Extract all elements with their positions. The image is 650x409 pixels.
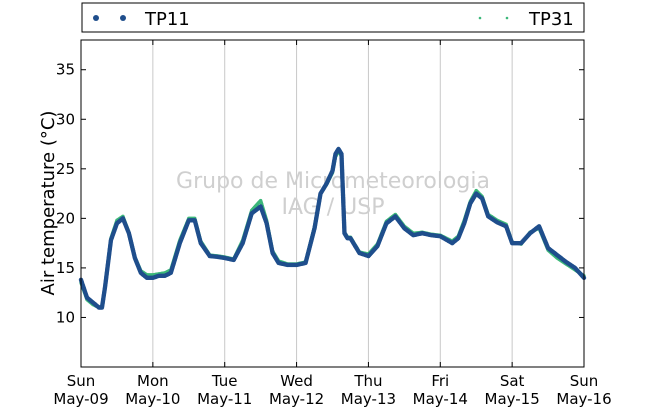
y-tick-label: 25 bbox=[56, 160, 75, 178]
y-tick-label: 30 bbox=[56, 110, 75, 128]
y-axis-label: Air temperature (°C) bbox=[38, 111, 59, 296]
grid bbox=[152, 40, 513, 367]
x-tick-label-day: Thu bbox=[353, 372, 382, 390]
x-tick-label-date: May-14 bbox=[413, 390, 468, 408]
series-tp11 bbox=[78, 146, 587, 310]
y-tick-label: 20 bbox=[56, 209, 75, 227]
x-tick-label-date: May-11 bbox=[197, 390, 252, 408]
x-tick-label-date: May-10 bbox=[125, 390, 180, 408]
x-tick-label-date: May-16 bbox=[556, 390, 611, 408]
axis-ticks: SunMay-09MonMay-10TueMay-11WedMay-12ThuM… bbox=[53, 40, 612, 408]
y-tick-label: 35 bbox=[56, 61, 75, 79]
x-tick-label-day: Fri bbox=[431, 372, 449, 390]
x-tick-label-date: May-15 bbox=[485, 390, 540, 408]
x-tick-label-date: May-09 bbox=[53, 390, 108, 408]
legend-marker-tp11 bbox=[93, 15, 99, 21]
legend-label-tp31: TP31 bbox=[528, 9, 574, 30]
x-tick-label-day: Tue bbox=[211, 372, 238, 390]
watermark-line-2: IAG / USP bbox=[282, 195, 385, 220]
legend-marker-tp31 bbox=[505, 16, 509, 20]
y-tick-label: 15 bbox=[56, 259, 75, 277]
plot-frame bbox=[80, 39, 585, 368]
x-tick-label-day: Sun bbox=[67, 372, 96, 390]
x-tick-label-day: Wed bbox=[280, 372, 313, 390]
legend-box bbox=[81, 2, 585, 33]
y-tick-label: 10 bbox=[56, 308, 75, 326]
legend-marker-tp31 bbox=[478, 16, 482, 20]
legend: TP11 TP31 bbox=[81, 2, 585, 33]
x-tick-label-day: Sat bbox=[500, 372, 525, 390]
legend-marker-tp11 bbox=[120, 15, 126, 21]
legend-label-tp11: TP11 bbox=[144, 9, 190, 30]
x-tick-label-date: May-12 bbox=[269, 390, 324, 408]
x-tick-label-day: Sun bbox=[570, 372, 599, 390]
plot-area bbox=[81, 40, 584, 367]
x-tick-label-date: May-13 bbox=[341, 390, 396, 408]
x-tick-label-day: Mon bbox=[137, 372, 169, 390]
